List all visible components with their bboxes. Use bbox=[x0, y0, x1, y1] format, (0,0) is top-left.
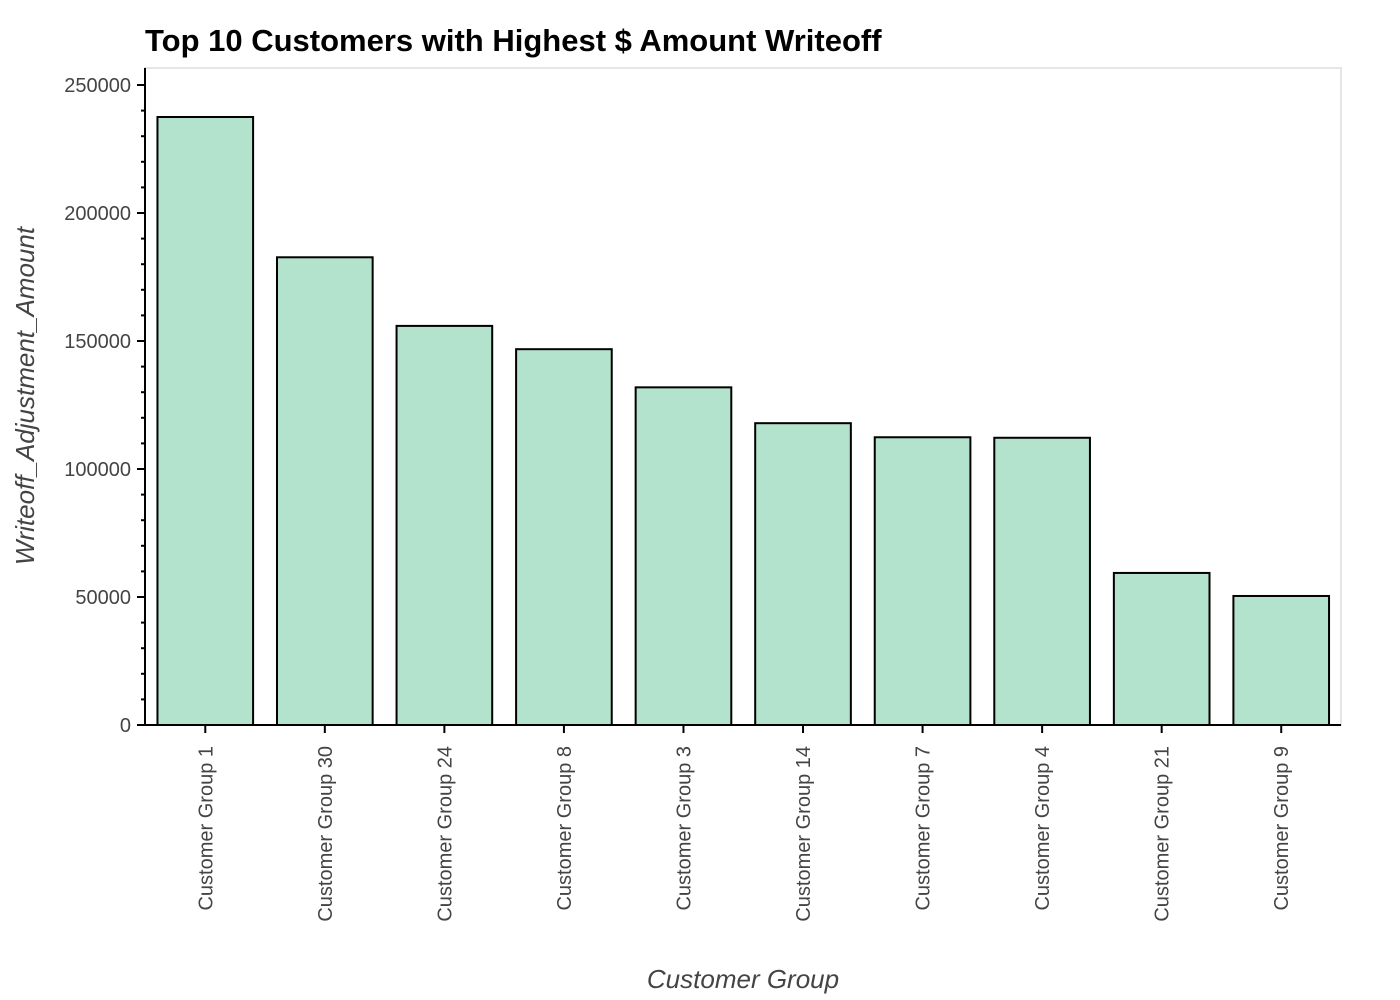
y-tick-label: 50000 bbox=[75, 587, 131, 609]
bar bbox=[754, 422, 852, 726]
x-tick-label: Customer Group 3 bbox=[673, 746, 695, 911]
x-axis: Customer Group 1 Customer Group 30 Custome… bbox=[144, 724, 1341, 922]
bar bbox=[873, 436, 972, 726]
y-tick-label: 150000 bbox=[64, 331, 131, 353]
x-tick-label: Customer Group 21 bbox=[1152, 746, 1174, 922]
y-axis-label: Writeoff_Adjustment_Amount bbox=[10, 225, 40, 565]
bar bbox=[993, 436, 1091, 726]
x-tick-label: Customer Group 24 bbox=[434, 746, 456, 922]
y-tick-label: 100000 bbox=[64, 459, 131, 481]
x-axis-label: Customer Group bbox=[647, 964, 839, 994]
y-axis: 0 50000 100000 150000 200000 250000 bbox=[64, 68, 146, 737]
x-tick-label: Customer Group 8 bbox=[554, 746, 576, 911]
bar bbox=[1232, 594, 1331, 726]
bars-group bbox=[156, 116, 1331, 726]
y-tick-label: 0 bbox=[120, 715, 131, 737]
x-tick-label: Customer Group 14 bbox=[793, 746, 815, 922]
x-tick-label: Customer Group 4 bbox=[1032, 746, 1054, 911]
bar bbox=[515, 348, 613, 726]
bar bbox=[395, 324, 494, 726]
chart-title: Top 10 Customers with Highest $ Amount W… bbox=[145, 23, 882, 58]
x-tick-label: Customer Group 1 bbox=[195, 746, 217, 911]
y-tick-label: 200000 bbox=[64, 203, 131, 225]
x-tick-label: Customer Group 30 bbox=[315, 746, 337, 922]
bar bbox=[634, 386, 733, 726]
bar bbox=[276, 256, 374, 726]
x-tick-label: Customer Group 9 bbox=[1271, 746, 1293, 911]
x-tick-label: Customer Group 7 bbox=[913, 746, 935, 911]
y-tick-label: 250000 bbox=[64, 75, 131, 97]
bar bbox=[156, 116, 255, 726]
bar bbox=[1112, 571, 1211, 726]
